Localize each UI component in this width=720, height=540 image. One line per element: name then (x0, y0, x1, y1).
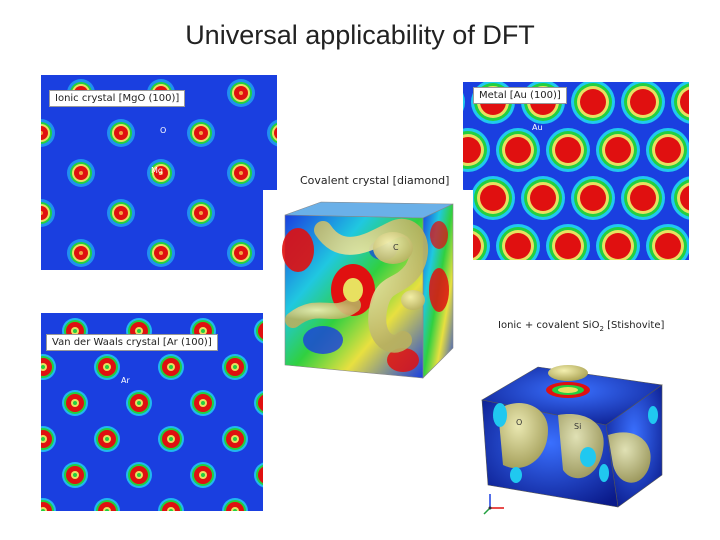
sio2-label-suffix: [Stishovite] (603, 320, 665, 331)
atom-density-spot (463, 92, 465, 112)
atom-density-spot (94, 354, 120, 380)
atom-density-spot (254, 390, 263, 416)
atom-density-spot (222, 426, 248, 452)
atom-label-o-sio2: O (516, 418, 523, 427)
atom-density-spot (254, 462, 263, 488)
atom-density-spot (621, 176, 665, 220)
atom-density-spot (62, 390, 88, 416)
diamond-isosurface-cube (282, 201, 454, 379)
atom-density-spot (227, 239, 255, 267)
atom-density-spot (646, 224, 689, 260)
atom-density-spot (571, 176, 615, 220)
atom-label-o: O (160, 126, 167, 135)
atom-density-spot (496, 128, 540, 172)
atom-density-spot (67, 239, 95, 267)
atom-density-spot (158, 426, 184, 452)
atom-density-spot (227, 79, 255, 107)
atom-density-spot (94, 426, 120, 452)
metal-label: Metal [Au (100)] (473, 87, 567, 104)
atom-density-spot (187, 119, 215, 147)
atom-label-si: Si (574, 422, 582, 431)
atom-label-mg: Mg (151, 166, 163, 175)
atom-density-spot (546, 224, 590, 260)
atom-density-spot (67, 159, 95, 187)
atom-density-spot (41, 354, 56, 380)
axis-triad-icon (483, 494, 504, 515)
atom-density-spot (190, 390, 216, 416)
atom-density-spot (94, 498, 120, 511)
atom-density-spot (267, 119, 277, 147)
atom-label-ar: Ar (121, 376, 130, 385)
atom-density-spot (222, 498, 248, 511)
atom-density-spot (646, 128, 689, 172)
covalent-label: Covalent crystal [diamond] (300, 174, 450, 187)
atom-density-spot (463, 128, 490, 172)
atom-density-spot (596, 128, 640, 172)
stishovite-panel: O Si (478, 355, 666, 517)
sio2-label: Ionic + covalent SiO2 [Stishovite] (498, 320, 664, 333)
atom-density-spot (471, 176, 515, 220)
atom-density-spot (126, 390, 152, 416)
metal-density-map (463, 82, 689, 260)
atom-density-spot (126, 462, 152, 488)
sio2-label-subscript: 2 (599, 325, 604, 333)
atom-density-spot (546, 128, 590, 172)
atom-density-spot (671, 82, 689, 124)
atom-density-spot (41, 199, 55, 227)
covalent-panel: C (263, 190, 473, 388)
stishovite-isosurface-cube (481, 365, 663, 508)
atom-label-au: Au (532, 123, 543, 132)
atom-density-spot (571, 82, 615, 124)
atom-density-spot (147, 239, 175, 267)
atom-density-spot (187, 199, 215, 227)
atom-density-spot (222, 354, 248, 380)
atom-density-spot (671, 176, 689, 220)
vdw-label: Van der Waals crystal [Ar (100)] (46, 334, 218, 351)
atom-density-spot (147, 159, 175, 187)
atom-density-spot (227, 159, 255, 187)
atom-density-spot (158, 498, 184, 511)
slide-title: Universal applicability of DFT (185, 20, 535, 50)
metal-panel: Au (463, 82, 689, 260)
sio2-label-prefix: Ionic + covalent SiO (498, 320, 600, 331)
atom-density-spot (41, 119, 55, 147)
atom-density-spot (107, 119, 135, 147)
atom-density-spot (41, 498, 56, 511)
atom-density-spot (158, 354, 184, 380)
atom-density-spot (190, 462, 216, 488)
ionic-crystal-label: Ionic crystal [MgO (100)] (49, 90, 186, 107)
atom-density-spot (254, 318, 263, 344)
atom-density-spot (496, 224, 540, 260)
atom-density-spot (521, 176, 565, 220)
atom-density-spot (621, 82, 665, 124)
atom-density-spot (62, 462, 88, 488)
atom-density-spot (41, 426, 56, 452)
atom-label-c: C (393, 243, 399, 252)
atom-density-spot (107, 199, 135, 227)
atom-density-spot (596, 224, 640, 260)
